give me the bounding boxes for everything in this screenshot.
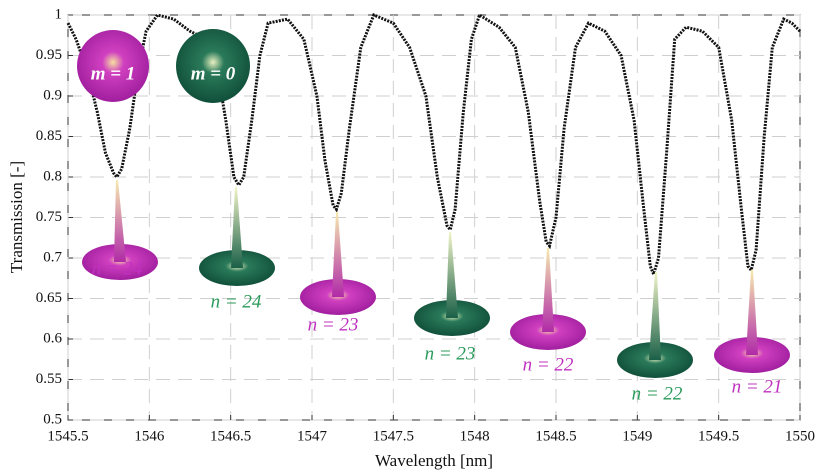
y-tick-label: 0.65 [36,290,62,306]
annotation: n = 24 [211,291,262,312]
x-tick-label: 1549 [622,428,652,444]
mode-spike [542,248,554,332]
x-tick-label: 1548.5 [535,428,576,444]
x-tick-label: 1546.5 [210,428,251,444]
annotation: n = 22 [523,354,574,375]
annotation: n = 23 [308,314,359,335]
annotation: n = 23 [425,343,476,364]
annotation: n = 24 [92,258,143,279]
y-axis-title: Transmission [-] [7,161,26,273]
annotation: n = 21 [732,376,783,397]
annotation: n = 22 [632,383,683,404]
mode-spike [231,187,243,268]
mode-spike [446,232,458,318]
mode-spike [332,212,344,297]
y-tick-label: 1 [55,6,63,22]
y-tick-label: 0.6 [43,330,62,346]
x-tick-label: 1545.5 [47,428,88,444]
mode-spike [746,270,758,355]
x-axis-title: Wavelength [nm] [375,451,493,470]
y-tick-label: 0.5 [43,411,62,427]
annotation: m = 0 [191,63,236,84]
mode-spike [649,272,661,360]
mode-map [176,29,250,103]
mode-map [77,30,149,102]
y-tick-label: 0.85 [36,128,62,144]
y-tick-label: 0.55 [36,371,62,387]
x-tick-label: 1548 [460,428,490,444]
x-tick-label: 1547 [297,428,328,444]
x-tick-label: 1546 [134,428,165,444]
x-tick-label: 1549.5 [698,428,739,444]
y-tick-label: 0.8 [43,168,62,184]
mode-spike [114,180,126,262]
x-tick-label: 1547.5 [373,428,414,444]
x-tick-label: 1550 [785,428,815,444]
transmission-line [66,12,802,279]
y-tick-label: 0.7 [43,249,62,265]
y-tick-label: 0.9 [43,87,62,103]
annotation: m = 1 [91,63,136,84]
y-tick-label: 0.75 [36,209,62,225]
y-tick-label: 0.95 [36,47,62,63]
